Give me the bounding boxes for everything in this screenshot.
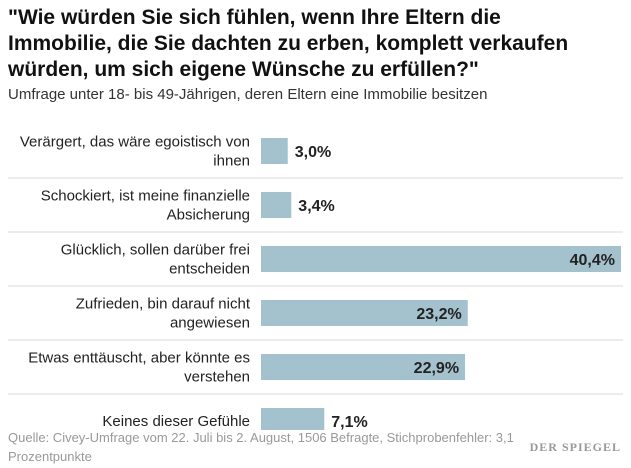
publisher-logo: DER SPIEGEL	[529, 440, 621, 454]
bar	[261, 192, 292, 218]
bar	[261, 408, 325, 430]
category-label: Schockiert, ist meine finanzielle	[41, 188, 250, 205]
value-label: 7,1%	[331, 414, 367, 430]
bar	[261, 300, 468, 326]
bar-chart: Verärgert, das wäre egoistisch von ihnen 3…	[8, 134, 623, 430]
bar	[261, 246, 621, 272]
category-label: entscheiden	[169, 261, 250, 278]
value-label: 3,4%	[298, 198, 334, 215]
category-label: ihnen	[213, 153, 250, 170]
bar	[261, 354, 466, 380]
chart-subtitle: Umfrage unter 18- bis 49-Jährigen, deren…	[8, 86, 488, 103]
category-label: angewiesen	[170, 315, 250, 332]
category-label: Zufrieden, bin darauf nicht	[76, 296, 251, 313]
category-label: Absicherung	[167, 207, 250, 224]
category-label: Keines dieser Gefühle	[102, 413, 250, 430]
category-label: Etwas enttäuscht, aber könnte es	[28, 350, 250, 367]
category-label: Verärgert, das wäre egoistisch von	[20, 134, 250, 151]
bar	[261, 138, 288, 164]
value-label: 22,9%	[414, 360, 459, 377]
source-note: Quelle: Civey-Umfrage vom 22. Juli bis 2…	[8, 430, 514, 464]
value-label: 40,4%	[570, 252, 615, 269]
category-label: verstehen	[184, 369, 250, 386]
chart-title: "Wie würden Sie sich fühlen, wenn Ihre E…	[8, 6, 569, 81]
category-label: Glücklich, sollen darüber frei	[61, 242, 250, 259]
value-label: 3,0%	[295, 144, 331, 161]
value-label: 23,2%	[416, 306, 461, 323]
